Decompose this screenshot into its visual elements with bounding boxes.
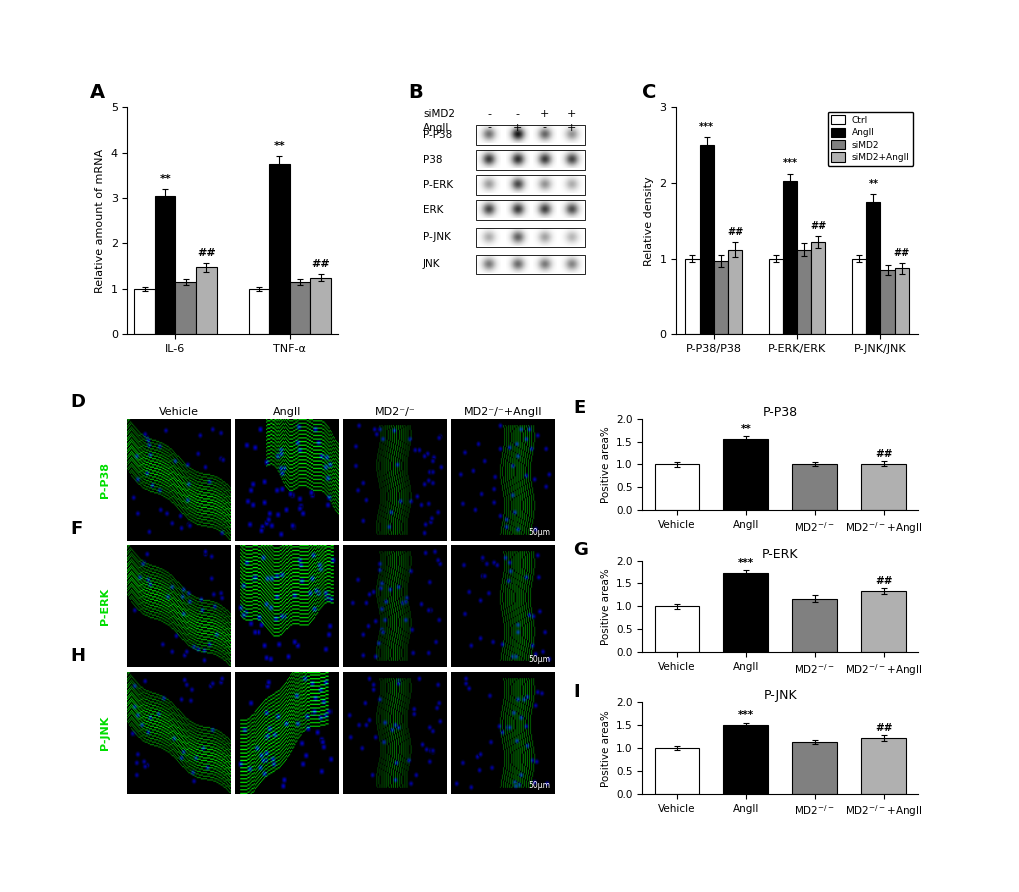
Title: MD2⁻/⁻: MD2⁻/⁻ xyxy=(374,407,415,417)
Bar xyxy=(475,150,584,169)
Text: -: - xyxy=(516,109,520,119)
Text: P-P38: P-P38 xyxy=(423,130,451,140)
Y-axis label: Positive area%: Positive area% xyxy=(600,426,610,503)
Bar xyxy=(728,250,742,334)
Text: G: G xyxy=(573,541,588,559)
Bar xyxy=(699,145,713,334)
Bar xyxy=(879,270,894,334)
Text: **: ** xyxy=(867,179,877,189)
Y-axis label: Positive area%: Positive area% xyxy=(600,568,610,645)
Text: A: A xyxy=(90,83,105,102)
Text: ERK: ERK xyxy=(423,205,443,215)
Text: ##: ## xyxy=(197,248,215,258)
Y-axis label: Relative amount of mRNA: Relative amount of mRNA xyxy=(95,149,105,293)
Text: B: B xyxy=(409,83,423,102)
Text: -: - xyxy=(542,122,546,133)
Text: P-ERK: P-ERK xyxy=(423,180,452,190)
Text: P-JNK: P-JNK xyxy=(100,716,110,750)
Bar xyxy=(860,464,905,510)
Title: P-JNK: P-JNK xyxy=(762,690,796,702)
Bar xyxy=(722,574,767,652)
Text: I: I xyxy=(573,683,580,701)
Bar xyxy=(196,267,216,334)
Text: 50μm: 50μm xyxy=(528,528,549,537)
Y-axis label: Relative density: Relative density xyxy=(643,176,653,266)
Text: ***: *** xyxy=(698,122,713,132)
Text: +: + xyxy=(539,109,548,119)
Text: **: ** xyxy=(273,141,285,151)
Text: siMD2: siMD2 xyxy=(423,109,454,119)
Text: JNK: JNK xyxy=(423,260,440,269)
Bar xyxy=(796,250,810,334)
Title: P-ERK: P-ERK xyxy=(761,548,798,560)
Text: ***: *** xyxy=(737,558,753,568)
Text: +: + xyxy=(567,122,576,133)
Text: ##: ## xyxy=(727,227,743,236)
Bar xyxy=(713,260,728,334)
Bar xyxy=(269,164,289,334)
Bar xyxy=(310,277,330,334)
Y-axis label: Positive area%: Positive area% xyxy=(600,710,610,787)
Text: ##: ## xyxy=(874,449,892,459)
Bar xyxy=(685,259,699,334)
Text: +: + xyxy=(567,109,576,119)
Text: ##: ## xyxy=(874,575,892,586)
Legend: Ctrl, AngII, siMD2, siMD2+AngII: Ctrl, AngII, siMD2, siMD2+AngII xyxy=(826,112,913,166)
Text: ##: ## xyxy=(874,723,892,733)
Text: ##: ## xyxy=(809,220,825,230)
Text: 50μm: 50μm xyxy=(528,655,549,664)
Bar xyxy=(289,282,310,334)
Text: C: C xyxy=(642,83,656,102)
Text: D: D xyxy=(70,393,86,411)
Text: +: + xyxy=(513,122,522,133)
Text: AngII: AngII xyxy=(423,122,449,133)
Bar xyxy=(475,175,584,194)
Bar xyxy=(722,440,767,510)
Bar xyxy=(475,227,584,247)
Bar xyxy=(249,289,269,334)
Bar xyxy=(135,289,155,334)
Title: MD2⁻/⁻+AngII: MD2⁻/⁻+AngII xyxy=(463,407,541,417)
Bar xyxy=(860,591,905,652)
Text: F: F xyxy=(70,520,83,538)
Bar xyxy=(865,202,879,334)
Bar xyxy=(654,748,699,794)
Bar xyxy=(783,181,796,334)
Text: P-P38: P-P38 xyxy=(100,462,110,498)
Text: P38: P38 xyxy=(423,155,442,165)
Text: ***: *** xyxy=(782,159,797,169)
Bar xyxy=(654,607,699,652)
Text: ##: ## xyxy=(311,260,330,269)
Text: **: ** xyxy=(159,174,171,185)
Text: ***: *** xyxy=(737,710,753,720)
Bar xyxy=(155,195,175,334)
Title: Vehicle: Vehicle xyxy=(159,407,199,417)
Text: 50μm: 50μm xyxy=(528,781,549,790)
Text: -: - xyxy=(487,109,490,119)
Title: P-P38: P-P38 xyxy=(762,406,797,418)
Bar xyxy=(475,125,584,145)
Bar xyxy=(722,725,767,794)
Bar xyxy=(475,255,584,274)
Bar xyxy=(792,599,837,652)
Bar xyxy=(792,742,837,794)
Bar xyxy=(810,242,824,334)
Text: P-JNK: P-JNK xyxy=(423,232,450,243)
Text: ##: ## xyxy=(893,248,909,258)
Text: **: ** xyxy=(740,424,750,434)
Bar xyxy=(475,201,584,219)
Bar xyxy=(860,738,905,794)
Bar xyxy=(175,282,196,334)
Text: H: H xyxy=(70,647,86,665)
Text: P-ERK: P-ERK xyxy=(100,588,110,625)
Bar xyxy=(851,259,865,334)
Title: AngII: AngII xyxy=(273,407,301,417)
Bar xyxy=(654,465,699,510)
Bar xyxy=(894,268,908,334)
Bar xyxy=(768,259,783,334)
Bar xyxy=(792,464,837,510)
Text: -: - xyxy=(487,122,490,133)
Text: E: E xyxy=(573,400,585,417)
